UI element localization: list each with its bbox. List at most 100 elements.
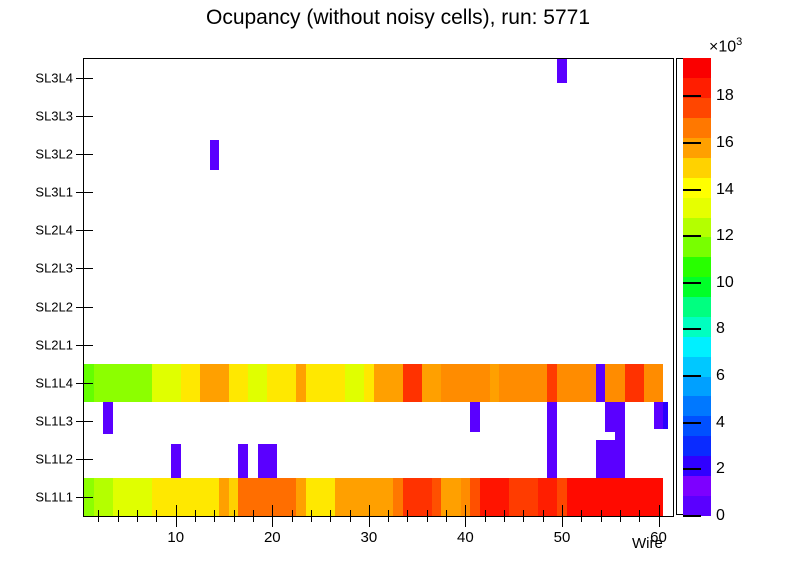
heatmap-cell	[296, 477, 307, 516]
y-axis-tick-inner	[84, 268, 93, 270]
x-axis-tick-inner	[156, 510, 158, 516]
x-axis-tick-inner	[233, 510, 235, 516]
x-axis-tick-label: 30	[360, 529, 378, 546]
x-axis-tick-inner	[195, 510, 197, 516]
heatmap-cell	[84, 363, 94, 402]
heatmap-cell	[373, 363, 403, 402]
x-axis-major-tick	[175, 516, 177, 527]
colorbar-segment	[683, 435, 711, 456]
x-axis-minor-tick	[310, 516, 312, 522]
heatmap-cell	[489, 363, 500, 402]
x-axis-tick-label: 50	[553, 529, 571, 546]
x-axis-tick-inner	[175, 505, 177, 516]
colorbar-segment	[683, 415, 711, 437]
x-axis-minor-tick	[291, 516, 293, 522]
heatmap-cell	[151, 363, 181, 402]
colorbar-segment	[683, 197, 711, 218]
heatmap-cell	[344, 363, 364, 402]
x-axis-minor-tick	[426, 516, 428, 522]
x-axis-minor-tick	[252, 516, 254, 522]
colorbar-tick-label: 12	[716, 227, 734, 245]
heatmap-cell-spike	[605, 439, 625, 478]
y-axis-label-sl3l4: SL3L4	[35, 70, 73, 86]
y-axis-tick-inner	[84, 458, 93, 460]
x-axis-tick-inner	[658, 505, 660, 516]
heatmap-cell	[306, 363, 345, 402]
heatmap-cell	[402, 363, 422, 402]
heatmap-cell	[151, 477, 220, 516]
y-axis-tick	[76, 116, 84, 118]
y-axis-tick	[76, 78, 84, 80]
y-axis-tick	[76, 306, 84, 308]
y-axis-tick	[76, 154, 84, 156]
x-axis-tick-inner	[98, 510, 100, 516]
y-axis-tick	[76, 420, 84, 422]
x-axis-tick-inner	[368, 505, 370, 516]
x-axis-minor-tick	[600, 516, 602, 522]
x-axis-tick-inner	[446, 510, 448, 516]
heatmap-cell	[537, 477, 558, 516]
heatmap-cell	[566, 477, 664, 516]
heatmap-cell	[364, 363, 374, 402]
heatmap-cell	[228, 363, 249, 402]
colorbar-tick	[683, 375, 701, 378]
colorbar-exponent-power: 3	[736, 36, 743, 48]
y-axis-tick-inner	[84, 116, 93, 118]
heatmap-cell	[267, 363, 297, 402]
heatmap-cell	[112, 477, 152, 516]
heatmap-cell	[199, 363, 229, 402]
x-axis-tick-inner	[137, 510, 139, 516]
colorbar-segment	[683, 236, 711, 258]
x-axis-minor-tick	[504, 516, 506, 522]
heatmap-cell	[470, 477, 480, 516]
heatmap-cell-spike	[547, 401, 558, 440]
colorbar-segment	[683, 137, 711, 158]
colorbar-exponent-base: ×10	[709, 38, 737, 56]
x-axis-tick-inner	[600, 510, 602, 516]
heatmap-cell-spike	[595, 439, 606, 478]
x-axis-major-tick	[465, 516, 467, 527]
y-axis-tick-inner	[84, 420, 93, 422]
heatmap-cell	[228, 477, 239, 516]
x-axis-tick-inner	[523, 510, 525, 516]
colorbar-tick	[683, 95, 701, 98]
heatmap-cell	[238, 477, 297, 516]
y-axis-label-sl1l1: SL1L1	[35, 489, 73, 505]
y-axis-label-sl1l2: SL1L2	[35, 451, 73, 467]
y-axis-tick-inner	[84, 78, 93, 80]
x-axis-tick-inner	[484, 510, 486, 516]
colorbar-tick	[683, 281, 701, 284]
x-axis-tick-inner	[465, 505, 467, 516]
colorbar-tick-label: 8	[716, 320, 725, 338]
x-axis-minor-tick	[330, 516, 332, 522]
heatmap-cell-spike	[103, 401, 113, 434]
colorbar-segment	[683, 58, 711, 79]
heatmap-cell	[335, 477, 393, 516]
x-axis-tick-inner	[504, 510, 506, 516]
y-axis-tick-inner	[84, 230, 93, 232]
x-axis-major-tick	[368, 516, 370, 527]
x-axis-tick-inner	[388, 510, 390, 516]
x-axis-minor-tick	[98, 516, 100, 522]
x-axis-minor-tick	[446, 516, 448, 522]
heatmap-cells	[84, 59, 673, 516]
heatmap-cell	[392, 477, 403, 516]
colorbar-tick	[683, 515, 701, 517]
colorbar-frame	[676, 58, 683, 515]
x-axis-tick-label: 20	[263, 529, 281, 546]
y-axis-label-sl3l3: SL3L3	[35, 108, 73, 124]
x-axis-minor-tick	[407, 516, 409, 522]
colorbar-segment	[683, 256, 711, 278]
x-axis-tick-inner	[291, 510, 293, 516]
heatmap-cell-spike	[615, 401, 625, 440]
heatmap-cell	[479, 477, 509, 516]
x-axis-minor-tick	[156, 516, 158, 522]
heatmap-cell-spike	[547, 439, 558, 478]
y-axis-tick	[76, 344, 84, 346]
x-axis-minor-tick	[581, 516, 583, 522]
x-axis-minor-tick	[117, 516, 119, 522]
x-axis-tick-inner	[272, 505, 274, 516]
y-axis-tick	[76, 382, 84, 384]
colorbar-exponent: ×103	[709, 36, 742, 56]
